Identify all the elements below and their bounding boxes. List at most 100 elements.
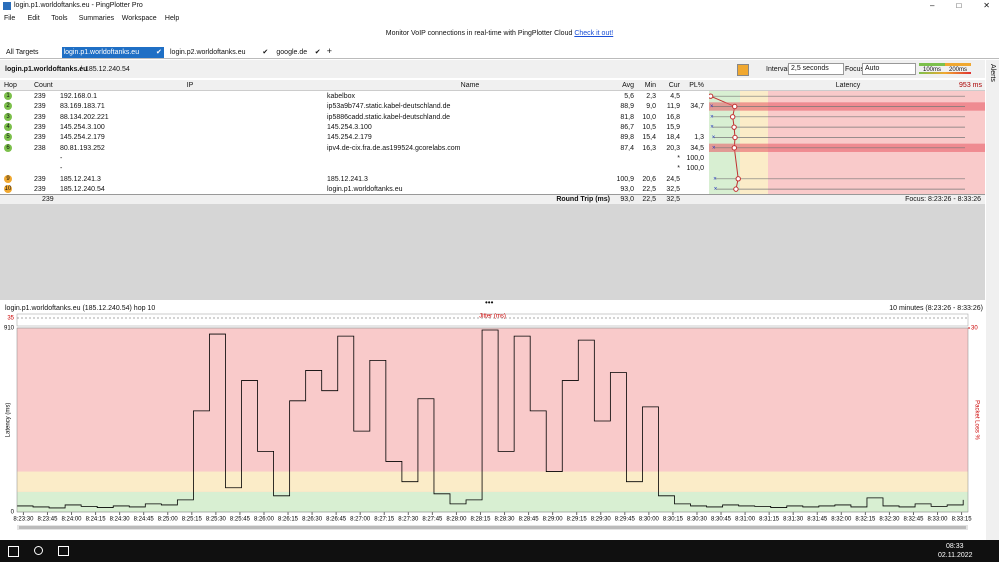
x-tick-label: 8:24:45 [134,517,155,523]
menu-item[interactable]: Summaries [78,15,115,22]
x-tick-label: 8:27:45 [422,517,443,523]
cell-min: 16,3 [642,144,656,152]
x-tick-label: 8:33:00 [928,517,949,523]
cell-ip: 145.254.2.179 [60,134,105,142]
cell-ip: - [60,165,63,173]
taskbar: 08:33 02.11.2022 [0,540,999,562]
scroll-thumb[interactable] [19,526,966,529]
cell-ip: - [60,154,63,162]
cell-min: 10,0 [642,113,656,121]
band [17,491,968,512]
x-tick-label: 8:29:45 [615,517,636,523]
tab[interactable]: google.de [276,49,308,56]
column-header: Avg [622,82,634,89]
tab-bar: All Targets login.p1.worldoftanks.eu ✔ logi… [0,46,999,59]
timeline-graph: 35 Jitter (ms) 0 910 30 8:23:30 8:23:45 8:24:00… [4,314,979,530]
x-tick-label: 8:32:45 [903,517,924,523]
legend-swatch [919,63,945,66]
banner: Monitor VoIP connections in real-time wi… [0,30,999,37]
banner-link[interactable]: Check it out! [574,30,614,37]
tab-check: ✔ [314,49,321,56]
cell-avg: 87,4 [620,144,634,152]
cell-cur: 24,5 [666,175,680,183]
focus-select[interactable]: Auto [862,63,916,75]
x-tick-label: 8:28:00 [446,517,467,523]
cell-cur: 18,4 [666,134,680,142]
cell-cur: 20,3 [666,144,680,152]
app-icon [3,2,11,10]
footer-count: 239 [42,196,54,204]
cell-count: 239 [34,123,46,131]
plot-frame [16,327,969,513]
avg-marker [709,93,714,99]
x-tick-label: 8:23:30 [13,517,34,523]
cell-count: 238 [34,144,46,152]
column-header: Cur [668,82,680,89]
footer-cur: 32,5 [666,196,680,204]
interval-select[interactable]: 2,5 seconds [788,63,844,75]
tab-check: ✔ [156,49,162,56]
tab[interactable]: login.p2.worldoftanks.eu [170,49,246,56]
x-tick-label: 8:32:30 [879,517,900,523]
band [17,471,968,492]
x-tick-label: 8:31:30 [783,517,804,523]
cell-name: login.p1.worldoftanks.eu [327,185,403,193]
x-tick-label: 8:29:00 [543,517,564,523]
avg-marker [735,176,741,182]
cell-min: 2,3 [646,93,656,100]
x-tick-label: 8:26:00 [254,517,275,523]
hop-table: Hop Count IP Name Avg Min Cur PL% Latency 953 ms 1… [0,80,985,206]
menu-item[interactable]: Workspace [121,15,157,22]
tab[interactable]: login.p1.worldoftanks.eu [61,47,164,58]
menu-item[interactable]: Edit [27,15,40,22]
menu-item[interactable]: Help [164,15,180,22]
alerts-label[interactable]: Alerts [989,64,996,82]
tab[interactable]: All Targets [6,49,39,56]
cell-cur: 4,5 [670,93,680,100]
avg-marker [732,134,738,141]
menu-item[interactable]: File [4,15,16,22]
avg-marker [732,103,738,110]
cell-cur: * [677,154,680,162]
x-tick-label: 8:25:30 [206,517,227,523]
cell-min: 20,6 [642,175,656,183]
x-tick-label: 8:31:45 [807,517,828,523]
cell-pl: 100,0 [686,165,704,173]
x-tick-label: 8:27:00 [350,517,371,523]
x-tick-label: 8:32:00 [831,517,852,523]
window-controls[interactable]: –□✕ [930,1,990,10]
menu-item[interactable]: Tools [51,15,68,22]
cell-min: 10,5 [642,123,656,131]
splitter[interactable]: ••• [485,298,494,307]
menu-bar: File Edit Tools Summaries Workspace Help [0,13,999,24]
footer-focus: Focus: 8:23:26 - 8:33:26 [905,196,981,204]
title-bar: login.p1.worldoftanks.eu - PingPlotter P… [0,0,999,12]
add-tab[interactable]: + [326,46,333,56]
cell-pl: 100,0 [686,154,704,162]
min-marker: × [712,135,716,141]
empty-area [0,204,985,300]
hop-badge: 9 [4,174,12,183]
search-button[interactable] [34,546,43,555]
hop-badge: 4 [4,122,12,131]
cell-ip: 88.134.202.221 [60,113,109,121]
column-header: IP [186,82,194,89]
jitter-label: Jitter (ms) [479,314,506,320]
avg-marker [731,145,738,151]
pause-button[interactable] [737,64,749,76]
interval-label: Interval [766,66,789,73]
x-tick-label: 8:29:15 [567,517,588,523]
x-tick-label: 8:24:00 [62,517,83,523]
hop-badge: 10 [4,184,12,193]
latency-legend: 100ms 200ms [919,63,971,75]
x-tick-label: 8:28:45 [519,517,540,523]
start-button[interactable] [8,546,19,557]
cell-min: 9,0 [646,103,656,111]
cell-count: 239 [34,185,46,193]
task-view[interactable] [58,546,69,556]
cell-cur: 32,5 [666,185,680,193]
x-tick-label: 8:25:45 [230,517,251,523]
x-tick-label: 8:26:15 [278,517,299,523]
target-header: login.p1.worldoftanks.eu / 185.12.240.54… [0,60,985,78]
